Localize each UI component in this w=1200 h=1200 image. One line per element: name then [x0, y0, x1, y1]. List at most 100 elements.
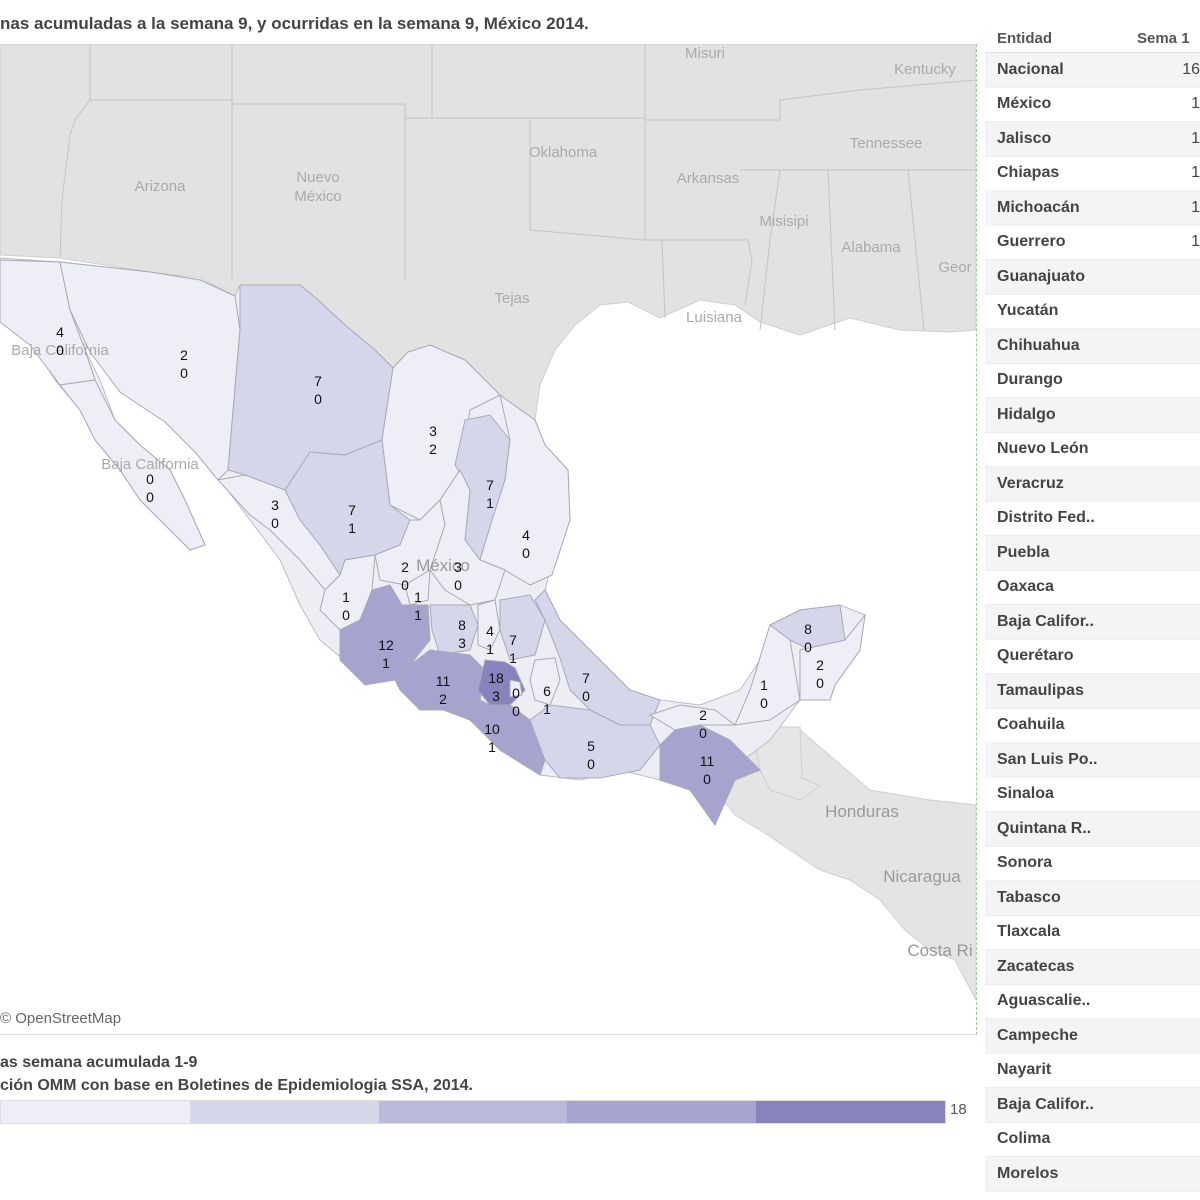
table-row[interactable]: Chihuahua: [985, 329, 1200, 364]
geo-labels: Misuri Kentucky Oklahoma Arkansas Tennes…: [11, 45, 972, 960]
row-entity-name: Aguascalie..: [997, 992, 1091, 1010]
row-entity-name: Sonora: [997, 854, 1053, 872]
state-week-label: 1: [488, 739, 496, 755]
geo-label: Kentucky: [894, 61, 956, 78]
legend-max-value: 18: [950, 1101, 967, 1118]
table-row[interactable]: San Luis Po..: [985, 743, 1200, 778]
row-entity-name: Oaxaca: [997, 578, 1054, 596]
geo-label: Costa Ri: [907, 941, 972, 960]
state-aguascalientes[interactable]: [404, 569, 431, 606]
geo-label: Misuri: [685, 45, 725, 62]
table-row[interactable]: Guerrero 1: [985, 226, 1200, 260]
table-row[interactable]: Jalisco 1: [985, 122, 1200, 157]
state-total-label: 11: [436, 673, 451, 689]
table-row[interactable]: Tamaulipas: [985, 674, 1200, 709]
row-entity-name: Morelos: [997, 1164, 1059, 1182]
table-row[interactable]: Baja Califor..: [985, 605, 1200, 640]
table-row[interactable]: Puebla: [985, 536, 1200, 571]
row-entity-name: Nacional: [997, 60, 1064, 78]
state-total-label: 3: [271, 497, 279, 513]
state-week-label: 0: [816, 675, 824, 691]
table-row[interactable]: Sinaloa: [985, 778, 1200, 812]
state-total-label: 2: [401, 559, 409, 575]
table-row[interactable]: Nuevo León: [985, 433, 1200, 467]
state-week-label: 1: [509, 650, 517, 666]
state-hidalgo[interactable]: [499, 594, 546, 661]
table-row[interactable]: Quintana R..: [985, 812, 1200, 847]
table-body: Nacional 16 México 1 Jalisco 1 Chiapas 1 Michoac…: [985, 53, 1200, 1192]
state-chiapas[interactable]: [659, 724, 761, 827]
state-week-label: 2: [429, 441, 437, 457]
map-attribution[interactable]: © OpenStreetMap: [0, 1010, 122, 1027]
row-entity-name: México: [997, 95, 1052, 113]
state-week-label: 1: [486, 495, 494, 511]
us-state-borders: [59, 44, 976, 331]
table-row[interactable]: Campeche: [985, 1019, 1200, 1054]
state-total-label: 7: [348, 502, 356, 518]
geo-label: Baja California: [11, 342, 109, 359]
state-total-label: 12: [378, 637, 394, 653]
table-row[interactable]: Distrito Fed..: [985, 502, 1200, 536]
state-total-label: 11: [700, 753, 715, 769]
row-entity-name: Zacatecas: [997, 957, 1075, 975]
table-row[interactable]: Aguascalie..: [985, 985, 1200, 1019]
state-guanajuato[interactable]: [429, 604, 479, 656]
state-san-luis-potosi[interactable]: [429, 469, 506, 606]
row-entity-name: Nayarit: [997, 1061, 1052, 1079]
geo-label: Alabama: [841, 239, 901, 256]
map-canvas[interactable]: Misuri Kentucky Oklahoma Arkansas Tennes…: [0, 44, 976, 1034]
row-entity-name: Distrito Fed..: [997, 509, 1095, 527]
state-tamaulipas[interactable]: [479, 393, 571, 586]
table-row[interactable]: Guanajuato: [985, 260, 1200, 295]
table-row[interactable]: Durango: [985, 364, 1200, 398]
row-entity-name: Jalisco: [997, 129, 1052, 147]
table-row[interactable]: Zacatecas: [985, 950, 1200, 985]
row-entity-name: Coahuila: [997, 716, 1065, 734]
table-row[interactable]: Baja Califor..: [985, 1088, 1200, 1123]
table-row[interactable]: Oaxaca: [985, 571, 1200, 605]
state-jalisco[interactable]: [339, 584, 431, 686]
table-row[interactable]: México 1: [985, 88, 1200, 122]
map-view[interactable]: Misuri Kentucky Oklahoma Arkansas Tennes…: [0, 44, 977, 1035]
column-header-semana[interactable]: Sema 1: [1137, 29, 1190, 47]
table-row[interactable]: Sonora: [985, 847, 1200, 881]
table-row[interactable]: Veracruz: [985, 467, 1200, 502]
state-regions: [0, 259, 866, 827]
state-week-label: 0: [401, 577, 409, 593]
state-week-label: 0: [587, 756, 595, 772]
state-distrito-federal[interactable]: [509, 679, 523, 698]
state-baja-california-sur[interactable]: [59, 379, 206, 551]
state-total-label: 4: [486, 623, 494, 639]
geo-label: Arkansas: [677, 170, 740, 187]
legend-swatch: [378, 1101, 568, 1123]
table-row[interactable]: Chiapas 1: [985, 157, 1200, 191]
table-row[interactable]: Colima: [985, 1123, 1200, 1157]
table-row[interactable]: Yucatán: [985, 295, 1200, 329]
table-row[interactable]: Tabasco: [985, 881, 1200, 916]
state-queretaro[interactable]: [477, 599, 501, 651]
table-row[interactable]: Nacional 16: [985, 53, 1200, 88]
state-week-label: 0: [146, 489, 154, 505]
table-row[interactable]: Nayarit: [985, 1054, 1200, 1088]
state-total-label: 0: [146, 471, 154, 487]
column-header-entidad[interactable]: Entidad: [997, 29, 1052, 47]
row-value: 16: [1182, 60, 1200, 78]
table-row[interactable]: Tlaxcala: [985, 916, 1200, 950]
state-quintana-roo[interactable]: [799, 613, 866, 701]
state-week-label: 2: [439, 691, 447, 707]
geo-label: México: [416, 556, 470, 575]
row-value: 1: [1191, 164, 1200, 182]
row-value: 1: [1191, 198, 1200, 216]
state-week-label: 3: [492, 688, 500, 704]
table-row[interactable]: Coahuila: [985, 709, 1200, 743]
geo-label: Nicaragua: [883, 867, 961, 886]
table-row[interactable]: Querétaro: [985, 640, 1200, 674]
table-row[interactable]: Michoacán 1: [985, 191, 1200, 226]
state-total-label: 10: [484, 721, 500, 737]
geo-label: Tejas: [494, 290, 529, 307]
row-entity-name: Quintana R..: [997, 819, 1092, 837]
state-total-label: 3: [429, 423, 437, 439]
state-week-label: 0: [180, 365, 188, 381]
table-row[interactable]: Morelos: [985, 1157, 1200, 1192]
table-row[interactable]: Hidalgo: [985, 398, 1200, 433]
